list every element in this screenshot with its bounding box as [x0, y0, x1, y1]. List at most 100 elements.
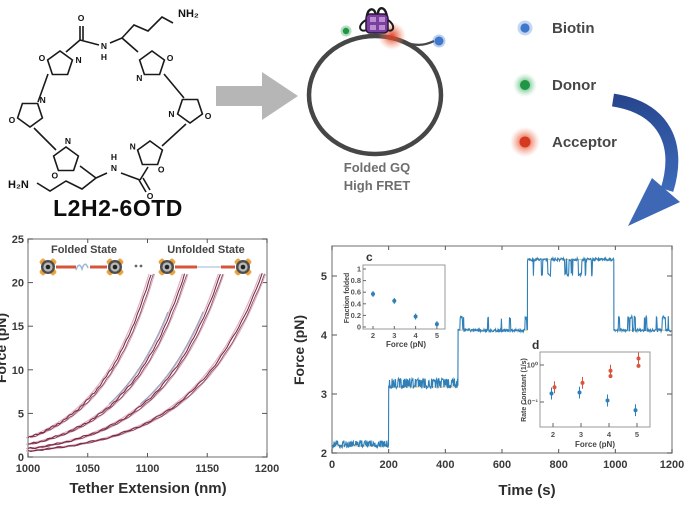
bond — [121, 37, 139, 53]
oxazole-ring — [176, 98, 204, 124]
bead-core — [112, 264, 118, 270]
bond — [163, 73, 185, 99]
fec-y-tick-label: 10 — [12, 365, 24, 377]
tt-x-tick-label: 1000 — [603, 459, 627, 471]
inset-d-point — [633, 408, 638, 413]
fec-fit-curve — [25, 273, 261, 452]
chemical-structure: O N O N O N O N O N O N O N H N H O NH₂ H₂N L2H2-6O… — [8, 8, 212, 221]
oxazole-ring — [52, 146, 80, 172]
ring-oxygen-label: O — [9, 115, 16, 125]
amide-n-top: N — [101, 41, 107, 51]
tt-x-tick-label: 0 — [329, 459, 335, 471]
fec-x-tick-label: 1200 — [255, 463, 279, 475]
fec-data-curve — [27, 273, 186, 445]
bond — [65, 39, 81, 53]
biotin-tail — [402, 40, 435, 46]
ring-oxygen-label: O — [205, 111, 212, 121]
folded-state-label: Folded State — [51, 244, 117, 256]
tt-x-tick-label: 1200 — [660, 459, 684, 471]
biotin-dot — [434, 36, 444, 46]
inset-c-y-tick-label: 0.2 — [351, 311, 361, 320]
ring-oxygen-label: O — [167, 53, 174, 63]
fec-data-curve — [30, 273, 265, 452]
molecule-name: L2H2-6OTD — [53, 195, 183, 221]
fec-x-tick-label: 1100 — [136, 463, 160, 475]
acceptor-swatch — [519, 136, 531, 148]
amine-top-label: NH₂ — [178, 8, 199, 20]
ring-nitrogen-label: N — [40, 95, 46, 105]
inset-d-point — [549, 391, 554, 396]
fec-unfolding-segment — [108, 311, 169, 405]
ring-oxygen-label: O — [39, 53, 46, 63]
inset-d-point — [636, 356, 641, 361]
legend-row-biotin: Biotin — [517, 20, 595, 37]
inset-d-point — [552, 385, 557, 390]
inset-d-y-tick-label: 10⁻¹ — [523, 398, 538, 407]
inset-d-box — [539, 351, 651, 428]
fec-y-tick-label: 25 — [12, 234, 24, 246]
fec-xlabel: Tether Extension (nm) — [69, 480, 226, 497]
bond — [33, 127, 57, 151]
fec-y-tick-label: 0 — [18, 452, 24, 464]
force-time-trace — [331, 256, 673, 450]
blue-curved-arrow — [611, 93, 679, 192]
inset-c-ylabel: Fraction folded — [344, 273, 351, 324]
bond — [138, 179, 147, 193]
inset-c-xlabel: Force (pN) — [386, 340, 426, 349]
tt-x-tick-label: 200 — [379, 459, 397, 471]
ring-nitrogen-label: N — [65, 136, 71, 146]
tt-y-tick-label: 3 — [321, 389, 327, 401]
tt-xlabel: Time (s) — [498, 482, 555, 499]
force-time-plot: Time (s) Force (pN) c Force (pN) Fractio… — [291, 245, 684, 499]
inset-d-point — [605, 398, 610, 403]
legend-label-acceptor: Acceptor — [552, 134, 617, 151]
amide-h-top: H — [101, 52, 107, 62]
folded-gq-glyph — [75, 263, 89, 272]
donor-swatch — [520, 80, 530, 90]
bead-core — [240, 264, 246, 270]
macrocycle-drawing: O N O N O N O N O N O N — [9, 16, 212, 193]
bond — [120, 172, 141, 181]
oxazole-ring — [138, 50, 166, 76]
carbonyl-o-bottom: O — [147, 191, 154, 201]
construct-scheme: Folded GQ High FRET — [216, 7, 446, 193]
bond — [109, 37, 123, 44]
inset-c-y-tick-label: 0.4 — [351, 299, 362, 308]
legend-row-acceptor: Acceptor — [510, 127, 617, 157]
inset-c-y-tick-label: 1 — [357, 265, 361, 274]
tt-x-tick-label: 400 — [436, 459, 454, 471]
ring-nitrogen-label: N — [76, 55, 82, 65]
tt-x-tick-label: 800 — [549, 459, 567, 471]
inset-d-x-tick-label: 2 — [551, 430, 555, 439]
inset-c-x-tick-label: 3 — [392, 331, 396, 340]
inset-d-ylabel: Rate Constant (1/s) — [521, 358, 528, 422]
ellipsis-dot — [134, 264, 138, 268]
inset-d-point — [577, 390, 582, 395]
fec-data-curve — [27, 273, 221, 450]
fec-fit-curve — [31, 273, 156, 439]
bond — [142, 177, 151, 191]
lysine-chain — [121, 16, 174, 39]
bond — [79, 39, 100, 46]
inset-d-x-tick-label: 5 — [635, 430, 639, 439]
fec-data-curve — [27, 274, 152, 439]
fec-data-curve — [30, 274, 224, 450]
tt-ylabel: Force (pN) — [291, 315, 307, 385]
scheme-caption-2: High FRET — [344, 178, 410, 193]
fec-y-tick-label: 20 — [12, 278, 24, 290]
legend-row-donor: Donor — [513, 73, 596, 97]
amine-bottom-label: H₂N — [8, 179, 29, 191]
inset-c-x-tick-label: 4 — [414, 331, 419, 340]
lysine-chain — [36, 177, 97, 192]
dna-circle — [306, 33, 444, 157]
inset-d-x-tick-label: 4 — [607, 430, 612, 439]
fec-fit-curve — [25, 273, 219, 450]
inset-c-point — [371, 291, 375, 296]
carbonyl-o-top: O — [78, 13, 85, 23]
fec-fit-curve — [25, 273, 184, 445]
inset-d-xlabel: Force (pN) — [575, 440, 615, 449]
donor-dot-core — [342, 27, 350, 35]
bead-core — [164, 264, 170, 270]
bond — [79, 165, 97, 179]
fec-fit-curve — [31, 273, 189, 445]
